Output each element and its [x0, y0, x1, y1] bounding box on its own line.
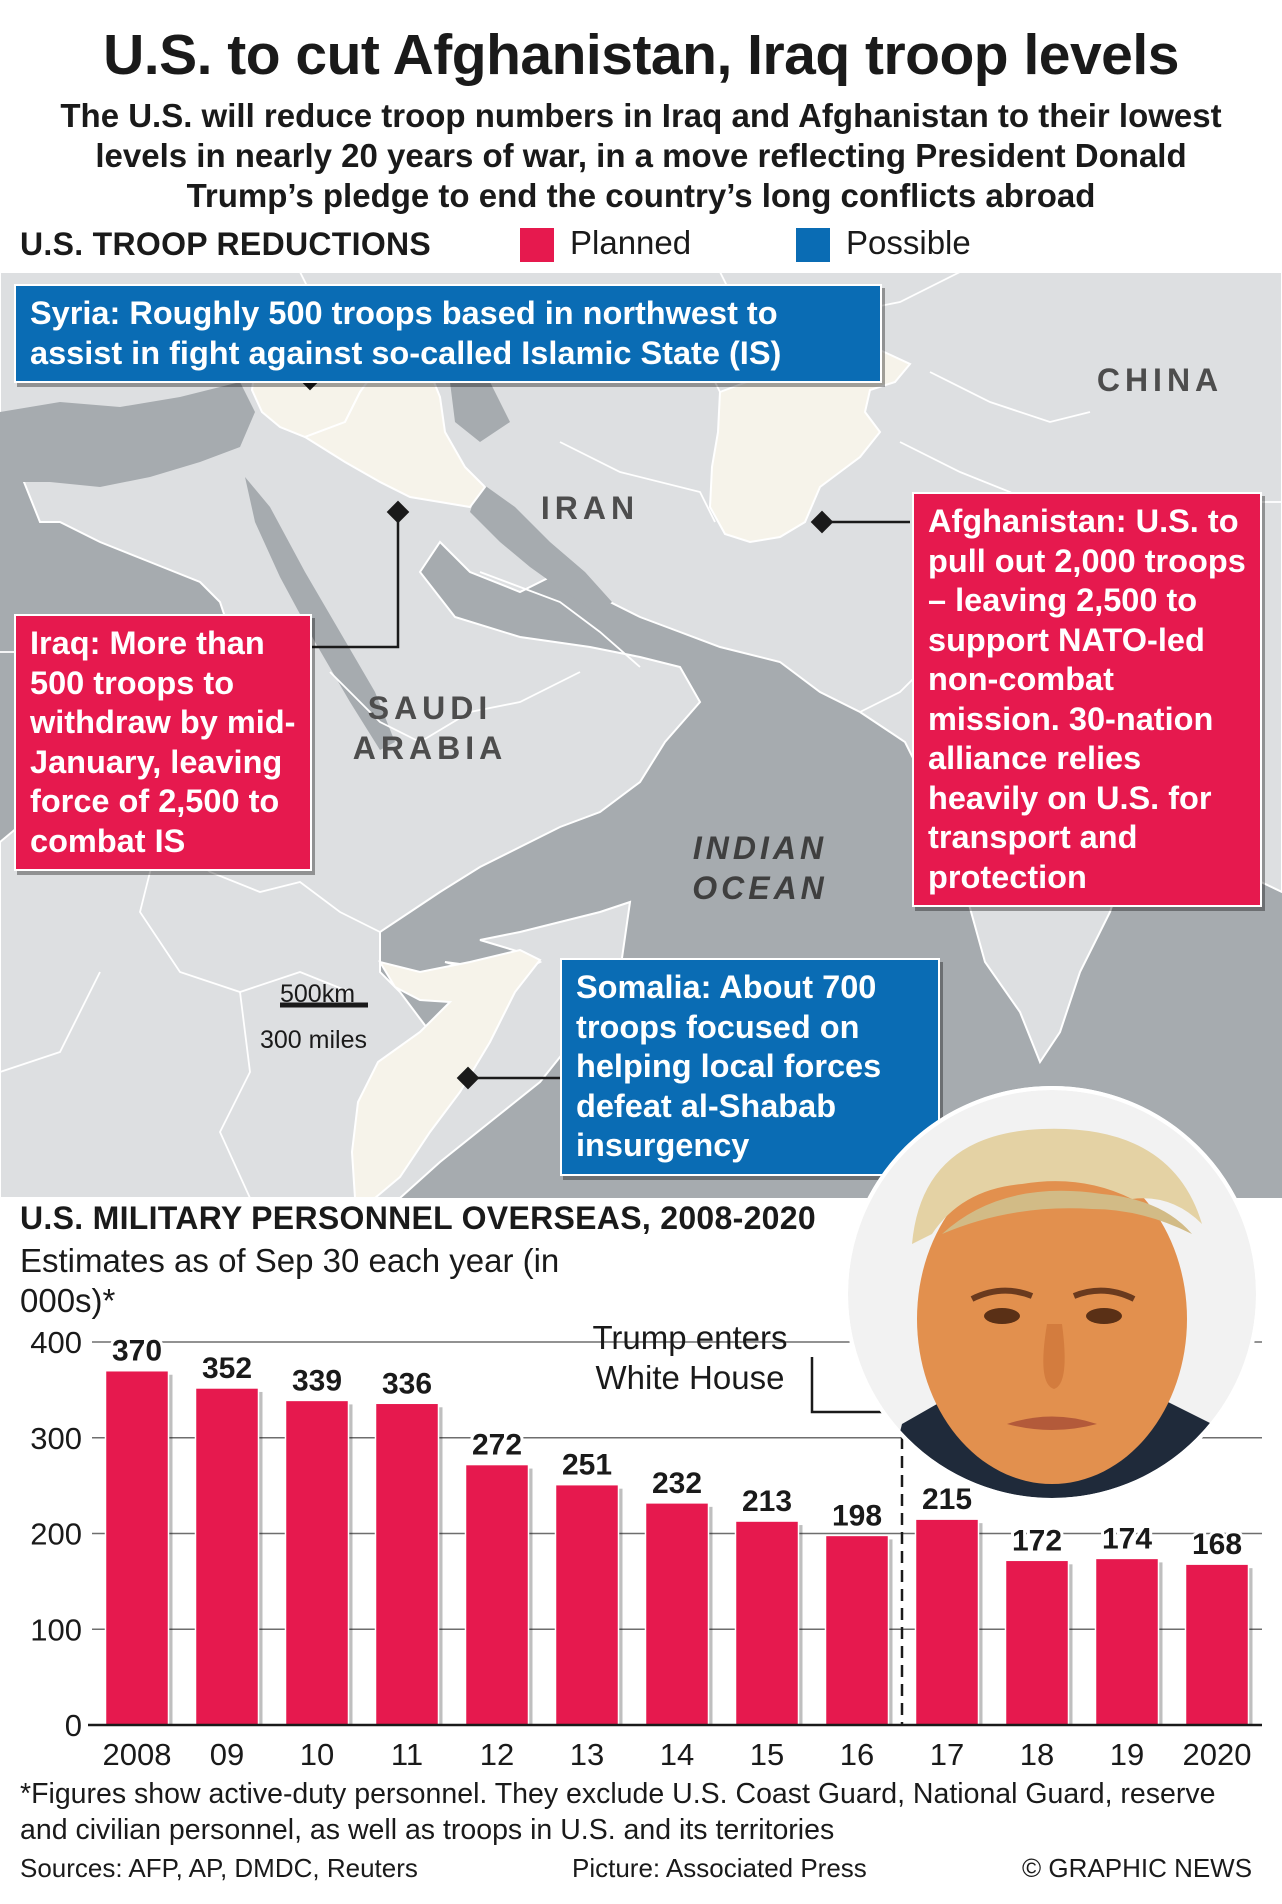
bar: [284, 1399, 350, 1726]
x-tick-label: 13: [570, 1737, 604, 1770]
x-tick-label: 17: [930, 1737, 964, 1770]
y-tick-label: 200: [30, 1517, 82, 1552]
footer-picture: Picture: Associated Press: [572, 1853, 867, 1883]
portrait-photo: [844, 1086, 1260, 1502]
x-tick-label: 14: [660, 1737, 694, 1770]
value-label: 339: [292, 1364, 342, 1397]
map-sea-gulf: [470, 482, 612, 614]
value-label: 172: [1012, 1524, 1062, 1557]
bar: [194, 1387, 260, 1726]
bar: [554, 1483, 620, 1726]
page-title: U.S. to cut Afghanistan, Iraq troop leve…: [103, 23, 1179, 87]
legend-swatch-possible: [796, 228, 830, 262]
legend-label-planned: Planned: [570, 224, 692, 261]
value-label: 168: [1192, 1528, 1242, 1561]
footnote: *Figures show active-duty personnel. The…: [20, 1778, 1216, 1846]
x-tick-label: 12: [480, 1737, 514, 1770]
bar: [1004, 1559, 1070, 1726]
value-label: 352: [202, 1352, 252, 1385]
bar: [104, 1369, 170, 1726]
bar: [734, 1520, 800, 1726]
map-sea-red: [245, 477, 395, 750]
x-tick-label: 10: [300, 1737, 334, 1770]
value-label: 215: [922, 1483, 972, 1516]
legend-label-possible: Possible: [846, 224, 971, 261]
scale-miles: 300 miles: [260, 1026, 367, 1054]
footer-credit: © GRAPHIC NEWS: [1022, 1853, 1253, 1883]
chart-subtitle: Estimates as of Sep 30 each year (in 000…: [20, 1242, 560, 1319]
footer-sources: Sources: AFP, AP, DMDC, Reuters: [20, 1853, 418, 1883]
x-tick-label: 09: [210, 1737, 244, 1770]
label-iran: IRAN: [540, 490, 640, 526]
label-indian-ocean: INDIAN OCEAN: [692, 830, 828, 906]
chart-title: U.S. MILITARY PERSONNEL OVERSEAS, 2008-2…: [20, 1200, 816, 1236]
x-tick-label: 11: [391, 1737, 423, 1770]
x-tick-label: 18: [1020, 1737, 1054, 1770]
x-tick-label: 2008: [103, 1737, 172, 1770]
callout-iraq: Iraq: More than 500 troops to withdraw b…: [14, 614, 312, 871]
value-label: 174: [1102, 1522, 1152, 1555]
bar: [644, 1502, 710, 1726]
value-label: 198: [832, 1499, 882, 1532]
bar: [824, 1534, 890, 1726]
x-tick-label: 16: [840, 1737, 874, 1770]
bar: [1184, 1563, 1250, 1726]
y-tick-label: 100: [30, 1612, 82, 1647]
y-tick-label: 300: [30, 1421, 82, 1456]
bar: [374, 1402, 440, 1726]
label-saudi-arabia: SAUDI ARABIA: [352, 690, 508, 766]
label-china: CHINA: [1096, 362, 1224, 398]
value-label: 213: [742, 1485, 792, 1518]
x-tick-label: 19: [1110, 1737, 1144, 1770]
bar: [1094, 1557, 1160, 1726]
value-label: 251: [562, 1449, 612, 1482]
bar: [914, 1518, 980, 1726]
value-label: 272: [472, 1429, 522, 1462]
map-sea-mediterranean: [0, 382, 255, 487]
x-tick-label: 2020: [1183, 1737, 1252, 1770]
page-subtitle: The U.S. will reduce troop numbers in Ir…: [60, 97, 1222, 214]
legend-swatch-planned: [520, 228, 554, 262]
callout-afghanistan: Afghanistan: U.S. to pull out 2,000 troo…: [912, 492, 1262, 907]
y-tick-label: 400: [30, 1325, 82, 1360]
bar: [464, 1463, 530, 1726]
callout-syria: Syria: Roughly 500 troops based in north…: [14, 284, 882, 383]
trump-annotation: Trump enters White House: [592, 1319, 788, 1396]
value-label: 370: [112, 1335, 162, 1368]
chart-value-labels: 370 352 339 336 272 251 232 213 198 215 172 174 168: [109, 1332, 1245, 1564]
trump-leader-line: [810, 1357, 902, 1414]
map-country-iraq: [302, 348, 487, 509]
x-tick-label: 15: [750, 1737, 784, 1770]
callout-somalia: Somalia: About 700 troops focused on hel…: [560, 958, 940, 1176]
y-tick-label: 0: [65, 1708, 82, 1743]
map-country-somalia: [350, 948, 542, 1198]
scale-km: 500km: [280, 980, 356, 1008]
value-label: 336: [382, 1367, 432, 1400]
chart-bars: [104, 1369, 1253, 1726]
marker-somalia: [456, 1066, 480, 1090]
map-section-label: U.S. TROOP REDUCTIONS: [20, 226, 432, 262]
value-label: 232: [652, 1467, 702, 1500]
